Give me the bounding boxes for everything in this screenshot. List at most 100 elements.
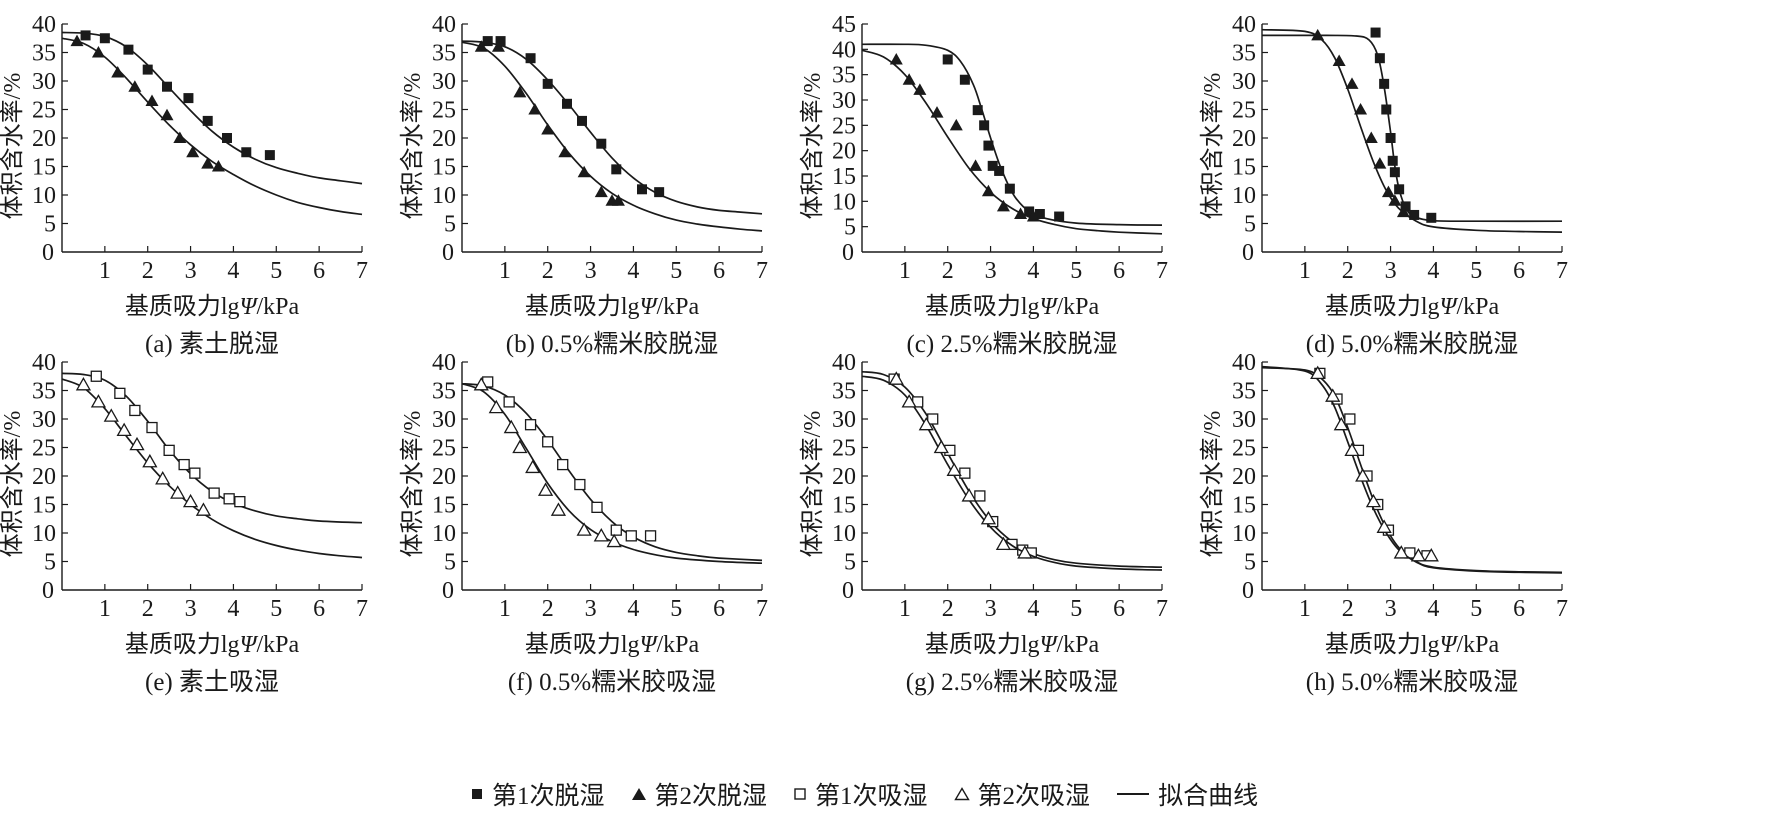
- x-tick-label: 1: [899, 596, 911, 622]
- data-point-open-square: [234, 495, 246, 508]
- y-tick-label: 40: [32, 350, 56, 376]
- x-tick-label: 1: [499, 258, 511, 284]
- data-point-filled-triangle: [949, 118, 963, 131]
- data-point-open-triangle: [1355, 468, 1371, 482]
- data-point-open-triangle: [170, 485, 186, 499]
- data-point-open-square: [557, 458, 569, 471]
- y-tick-label: 25: [32, 98, 56, 124]
- y-axis-label: 体积含水率/%: [399, 73, 426, 220]
- data-point-open-square: [959, 467, 971, 479]
- x-tick-label: 6: [313, 258, 325, 284]
- data-point-open-triangle: [933, 439, 949, 454]
- y-tick-label: 25: [832, 436, 856, 462]
- data-point-filled-square: [942, 54, 953, 65]
- x-tick-label: 1: [499, 596, 511, 622]
- data-point-open-triangle: [473, 376, 489, 391]
- filled-square-icon: [472, 789, 482, 799]
- data-point-open-square: [625, 530, 637, 542]
- x-tick-label: 1: [899, 258, 911, 284]
- y-tick-label: 30: [432, 407, 456, 433]
- x-axis-label-psi: Ψ: [240, 294, 259, 320]
- x-axis-label-main: 基质吸力lg: [925, 293, 1040, 320]
- x-tick-label: 1: [1299, 258, 1311, 284]
- data-point-filled-square: [99, 33, 110, 44]
- data-point-filled-triangle: [541, 122, 555, 135]
- legend-label-dry2: 第2次脱湿: [654, 783, 768, 810]
- data-point-open-triangle: [961, 488, 977, 502]
- x-axis-label: 基质吸力lgΨ/kPa: [1325, 293, 1500, 320]
- data-point-open-triangle: [1333, 416, 1349, 431]
- data-point-filled-triangle: [128, 80, 142, 92]
- y-tick-label: 40: [1232, 12, 1256, 38]
- data-point-open-square: [610, 524, 622, 536]
- y-tick-label: 30: [432, 69, 456, 95]
- data-point-open-triangle: [155, 471, 171, 485]
- x-tick-label: 0: [42, 240, 54, 266]
- y-tick-label: 30: [832, 407, 856, 433]
- panel-caption: (c) 2.5%糯米胶脱湿: [906, 330, 1117, 358]
- fit-curve-1: [1261, 366, 1563, 574]
- data-point-filled-square: [183, 93, 194, 104]
- x-axis-label-unit: /kPa: [1456, 294, 1499, 320]
- data-point-filled-square: [959, 74, 970, 85]
- x-axis-label-psi: Ψ: [640, 632, 659, 658]
- x-tick-label: 1: [99, 258, 111, 284]
- data-point-filled-triangle: [91, 46, 105, 58]
- y-tick-label: 35: [32, 379, 56, 405]
- data-point-open-square: [542, 436, 554, 448]
- y-tick-label: 10: [432, 521, 456, 547]
- y-tick-label: 25: [1232, 98, 1256, 124]
- data-point-filled-triangle: [186, 145, 200, 158]
- data-point-filled-square: [994, 165, 1005, 176]
- data-point-filled-square: [542, 78, 553, 89]
- data-point-filled-square: [1389, 167, 1400, 178]
- data-point-open-triangle: [918, 416, 934, 431]
- y-tick-label: 40: [832, 37, 856, 63]
- data-point-open-triangle: [142, 453, 158, 468]
- y-axis-label: 体积含水率/%: [799, 411, 826, 558]
- x-tick-label: 3: [185, 596, 197, 622]
- data-point-filled-square: [983, 140, 994, 151]
- x-axis-label-unit: /kPa: [256, 632, 299, 658]
- x-tick-label: 4: [227, 596, 239, 622]
- y-tick-label: 15: [432, 493, 456, 519]
- data-point-filled-triangle: [111, 65, 125, 78]
- panel-caption: (g) 2.5%糯米胶吸湿: [906, 668, 1118, 696]
- x-tick-label: 3: [585, 258, 597, 284]
- y-tick-label: 5: [44, 550, 56, 576]
- y-axis-label: 体积含水率/%: [799, 73, 826, 220]
- data-point-open-triangle: [550, 502, 567, 516]
- data-point-filled-triangle: [160, 108, 174, 121]
- data-point-filled-triangle: [889, 52, 903, 65]
- data-point-filled-triangle: [1381, 185, 1395, 198]
- y-tick-label: 35: [432, 379, 456, 405]
- x-tick-label: 2: [142, 258, 154, 284]
- y-tick-label: 40: [32, 12, 56, 38]
- x-tick-label: 2: [942, 596, 954, 622]
- x-axis-label-unit: /kPa: [656, 632, 699, 658]
- data-point-open-square: [974, 490, 986, 502]
- x-tick-label: 0: [1242, 240, 1254, 266]
- data-point-filled-square: [202, 115, 213, 126]
- x-axis-label-unit: /kPa: [656, 294, 699, 320]
- data-point-filled-square: [495, 36, 506, 47]
- data-point-open-triangle: [195, 502, 212, 516]
- data-point-filled-square: [987, 160, 998, 171]
- y-tick-label: 10: [1232, 183, 1256, 209]
- data-point-filled-triangle: [611, 194, 625, 206]
- fit-curve-2: [461, 382, 763, 565]
- y-tick-label: 20: [832, 139, 856, 165]
- y-tick-label: 30: [32, 407, 56, 433]
- data-point-filled-square: [1385, 133, 1396, 143]
- data-point-open-triangle: [182, 493, 199, 508]
- x-axis-label-psi: Ψ: [240, 632, 259, 658]
- y-axis-label: 体积含水率/%: [399, 411, 426, 558]
- x-tick-label: 3: [585, 596, 597, 622]
- fit-curve-2: [1261, 365, 1563, 574]
- data-point-open-triangle: [488, 399, 504, 414]
- y-tick-label: 10: [832, 521, 856, 547]
- data-point-open-triangle: [995, 536, 1012, 551]
- fit-curve-1: [461, 40, 763, 215]
- y-tick-label: 35: [1232, 379, 1256, 405]
